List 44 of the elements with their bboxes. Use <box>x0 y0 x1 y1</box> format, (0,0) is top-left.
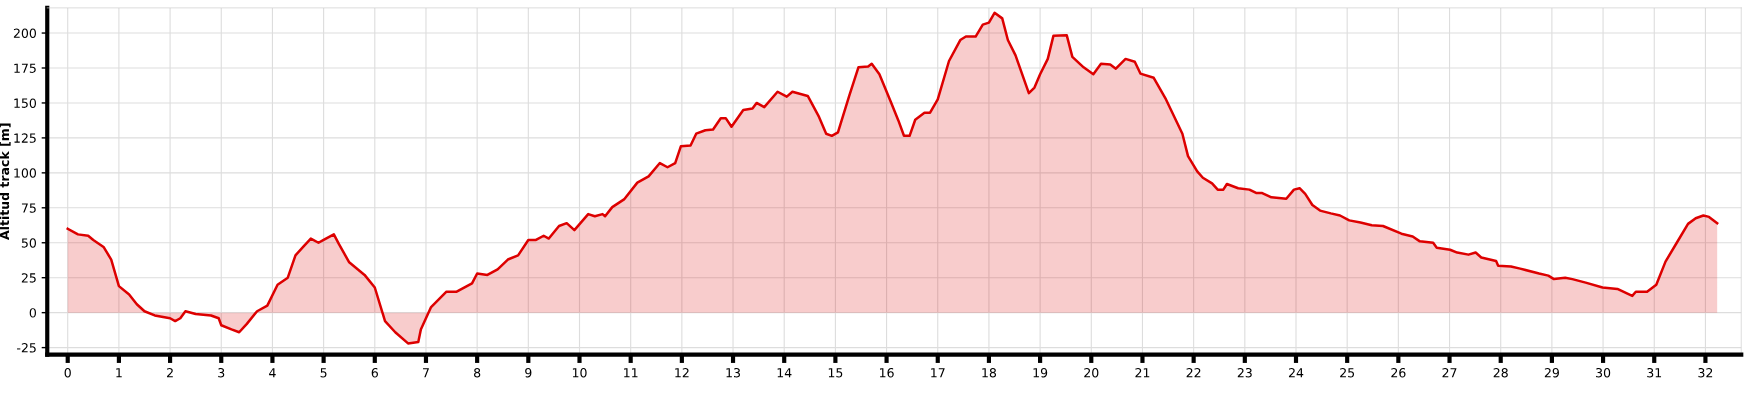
x-tick-label: 6 <box>371 368 378 378</box>
x-tick-label: 11 <box>624 368 638 378</box>
x-tick-label: 15 <box>828 368 843 378</box>
x-tick-label: 13 <box>726 368 740 378</box>
y-tick-label: 25 <box>21 273 36 283</box>
x-tick-label: 22 <box>1186 368 1201 378</box>
x-tick-label: 30 <box>1596 368 1611 378</box>
x-tick-label: 12 <box>675 368 689 378</box>
x-tick-label: 2 <box>167 368 173 378</box>
x-tick-label: 19 <box>1033 368 1048 378</box>
x-tick-label: 8 <box>474 368 481 378</box>
y-tick-label: 200 <box>13 28 36 38</box>
x-tick-label: 4 <box>269 368 276 378</box>
x-tick-label: 25 <box>1340 368 1355 378</box>
x-tick-label: 29 <box>1544 368 1559 378</box>
y-tick-label: 75 <box>21 203 36 213</box>
y-tick-label: 50 <box>21 238 36 248</box>
x-tick-label: 10 <box>572 368 587 378</box>
x-tick-label: 9 <box>525 368 532 378</box>
x-tick-label: 27 <box>1442 368 1457 378</box>
x-tick-label: 16 <box>879 368 894 378</box>
y-tick-label: -25 <box>17 343 36 353</box>
x-tick-label: 7 <box>423 368 429 378</box>
y-tick-label: 150 <box>14 98 36 108</box>
y-tick-label: 175 <box>14 63 36 73</box>
x-tick-label: 28 <box>1493 368 1508 378</box>
x-tick-label: 31 <box>1647 368 1662 378</box>
x-tick-label: 1 <box>116 368 122 378</box>
x-tick-label: 17 <box>931 368 945 378</box>
y-tick-label: 100 <box>14 168 36 178</box>
x-tick-label: 21 <box>1135 368 1150 378</box>
x-tick-label: 0 <box>64 368 71 378</box>
x-tick-label: 3 <box>218 368 225 378</box>
x-tick-label: 32 <box>1698 368 1713 378</box>
x-tick-label: 5 <box>320 368 327 378</box>
y-axis-title: Altitud track [m] <box>0 123 11 240</box>
y-tick-label: 125 <box>14 133 36 143</box>
x-tick-label: 18 <box>982 368 997 378</box>
x-tick-label: 26 <box>1391 368 1406 378</box>
x-tick-label: 14 <box>777 368 792 378</box>
x-tick-label: 24 <box>1288 368 1304 378</box>
x-tick-label: 20 <box>1084 368 1099 378</box>
x-tick-label: 23 <box>1237 368 1252 378</box>
y-tick-label: 0 <box>29 308 36 318</box>
